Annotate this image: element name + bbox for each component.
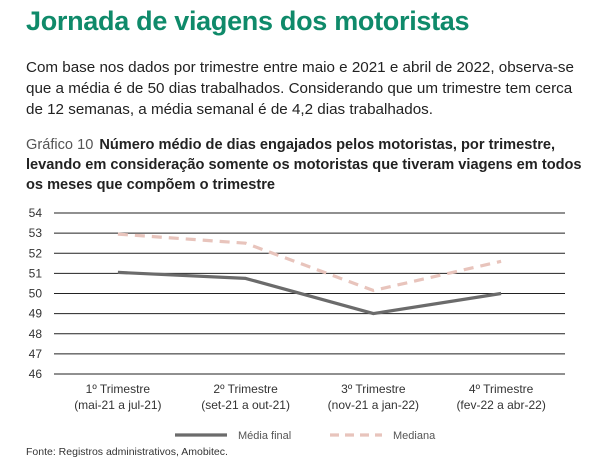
x-category-label: 3º Trimestre: [341, 382, 406, 396]
y-tick-label: 47: [29, 347, 43, 361]
x-axis-categories: 1º Trimestre (mai-21 a jul-21) 2º Trimestr…: [74, 382, 546, 412]
y-tick-label: 51: [29, 266, 43, 280]
y-axis-ticks: 54 53 52 51 50 49 48 47 46: [29, 206, 43, 381]
series-line-2: [117, 232, 502, 293]
chart-title: Número médio de dias engajados pelos mot…: [26, 137, 582, 193]
y-tick-label: 49: [29, 307, 43, 321]
chart-number: Gráfico 10: [26, 137, 94, 153]
x-category-label: 2º Trimestre: [213, 382, 278, 396]
line-chart: 54 53 52 51 50 49 48 47 46 1º Trimestre (mai-21 a…: [29, 206, 565, 442]
x-category-label: (nov-21 a jan-22): [328, 398, 419, 412]
series-line-1: [117, 270, 502, 316]
y-tick-label: 52: [29, 246, 43, 260]
chart-grid: [54, 212, 565, 375]
x-category-label: 1º Trimestre: [86, 382, 151, 396]
source-note: Fonte: Registros administrativos, Amobit…: [26, 446, 228, 458]
chart-legend: Média final Mediana: [175, 430, 436, 442]
y-tick-label: 53: [29, 226, 43, 240]
x-category-label: (set-21 a out-21): [201, 398, 290, 412]
y-tick-label: 46: [29, 367, 43, 381]
page-heading: Jornada de viagens dos motoristas: [26, 6, 470, 36]
legend-label: Média final: [238, 430, 291, 442]
x-category-label: 4º Trimestre: [469, 382, 534, 396]
chart-caption: Gráfico 10 Número médio de dias engajados…: [26, 135, 592, 195]
x-category-label: (mai-21 a jul-21): [74, 398, 161, 412]
y-tick-label: 54: [29, 206, 43, 220]
y-tick-label: 48: [29, 327, 43, 341]
chart-series: [117, 232, 502, 316]
x-category-label: (fev-22 a abr-22): [456, 398, 545, 412]
legend-label: Mediana: [393, 430, 436, 442]
intro-paragraph: Com base nos dados por trimestre entre m…: [26, 59, 574, 118]
y-tick-label: 50: [29, 287, 43, 301]
